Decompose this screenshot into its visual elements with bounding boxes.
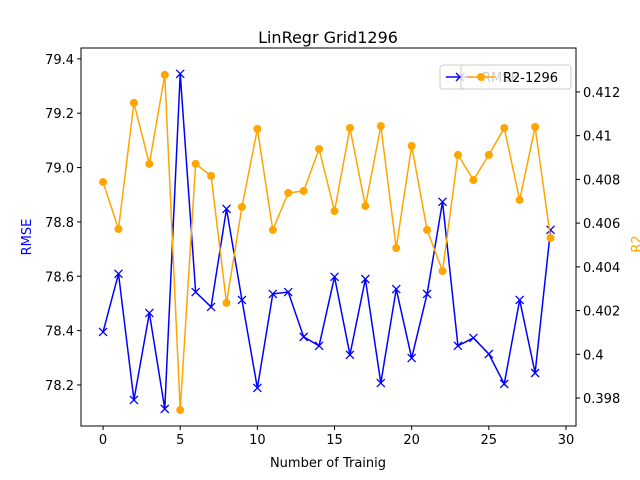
marker-dot — [222, 298, 231, 307]
y-tick-label: 78.2 — [45, 379, 74, 394]
x-tick-label: 15 — [326, 433, 343, 448]
marker-x — [268, 289, 278, 299]
marker-dot — [407, 141, 416, 150]
marker-dot — [438, 266, 447, 275]
marker-dot — [484, 150, 493, 159]
marker-dot — [284, 188, 293, 197]
marker-x — [237, 295, 247, 305]
marker-dot — [315, 145, 324, 154]
marker-dot — [423, 225, 432, 234]
marker-dot — [253, 124, 262, 133]
chart-title: LinRegr Grid1296 — [258, 28, 398, 47]
y2-tick-label: 0.41 — [583, 130, 612, 145]
y2-tick-label: 0.404 — [583, 261, 620, 276]
marker-dot — [207, 171, 216, 180]
marker-dot — [531, 122, 540, 131]
marker-x — [515, 295, 525, 305]
marker-x — [314, 341, 324, 351]
marker-x — [252, 383, 262, 393]
marker-dot — [191, 159, 200, 168]
y-tick-label: 78.6 — [45, 270, 74, 285]
marker-dot — [176, 406, 185, 415]
marker-x — [98, 327, 108, 337]
x-axis-label: Number of Trainig — [270, 456, 386, 471]
marker-x — [453, 341, 463, 351]
marker-x — [376, 378, 386, 388]
marker-x — [438, 197, 447, 207]
marker-x — [499, 379, 509, 389]
marker-x — [129, 395, 139, 405]
marker-dot — [546, 233, 555, 242]
marker-x — [407, 353, 417, 363]
series-line — [102, 73, 552, 409]
y-tick-label: 78.8 — [45, 216, 74, 231]
y2-tick-label: 0.4 — [583, 348, 604, 363]
marker-x — [345, 350, 355, 360]
marker-dot — [299, 186, 308, 195]
marker-x — [391, 284, 401, 294]
marker-x — [484, 349, 494, 359]
y-axis-label: RMSE — [20, 219, 35, 256]
marker-x — [175, 69, 185, 79]
y-tick-label: 79.4 — [45, 53, 74, 68]
marker-dot — [392, 244, 401, 253]
y2-tick-label: 0.408 — [583, 173, 620, 188]
marker-x — [360, 274, 370, 284]
y2-tick-label: 0.412 — [583, 86, 620, 101]
y2-tick-label: 0.398 — [583, 392, 620, 407]
x-tick-label: 20 — [403, 433, 420, 448]
plot-frame — [80, 47, 577, 427]
marker-x — [330, 272, 339, 282]
marker-dot — [237, 202, 246, 211]
marker-x — [530, 368, 540, 378]
marker-dot — [145, 159, 154, 168]
series-line — [102, 74, 552, 411]
marker-dot — [376, 122, 385, 131]
marker-dot — [500, 124, 509, 133]
marker-dot — [330, 207, 339, 216]
marker-x — [299, 332, 309, 342]
marker-dot — [129, 98, 138, 107]
marker-x — [468, 333, 478, 343]
marker-x — [191, 287, 201, 297]
marker-x — [144, 308, 154, 318]
marker-dot — [99, 178, 108, 187]
x-tick-label: 30 — [558, 433, 575, 448]
y-tick-label: 79.0 — [45, 162, 74, 177]
marker-dot — [453, 150, 462, 159]
marker-dot — [160, 70, 169, 79]
legend-label: R2-1296 — [503, 71, 558, 86]
marker-x — [422, 289, 432, 299]
y-tick-label: 79.2 — [45, 107, 74, 122]
marker-dot — [361, 202, 370, 211]
y2-tick-label: 0.406 — [583, 217, 620, 232]
marker-x — [206, 302, 216, 312]
marker-x — [222, 204, 231, 214]
y2-axis-label: R2 — [630, 235, 640, 252]
marker-dot — [268, 225, 277, 234]
marker-dot — [469, 176, 478, 185]
marker-x — [546, 225, 555, 235]
x-tick-label: 10 — [249, 433, 266, 448]
y2-tick-label: 0.402 — [583, 305, 620, 320]
y-tick-label: 78.4 — [45, 325, 74, 340]
marker-x — [283, 287, 293, 297]
marker-dot — [114, 225, 123, 234]
legend-marker — [477, 73, 485, 81]
marker-dot — [345, 124, 354, 133]
legend-box — [460, 64, 572, 90]
marker-x — [160, 404, 170, 414]
x-tick-label: 25 — [481, 433, 498, 448]
x-tick-label: 5 — [176, 433, 184, 448]
x-tick-label: 0 — [99, 433, 107, 448]
marker-dot — [515, 195, 524, 204]
marker-x — [114, 269, 123, 279]
